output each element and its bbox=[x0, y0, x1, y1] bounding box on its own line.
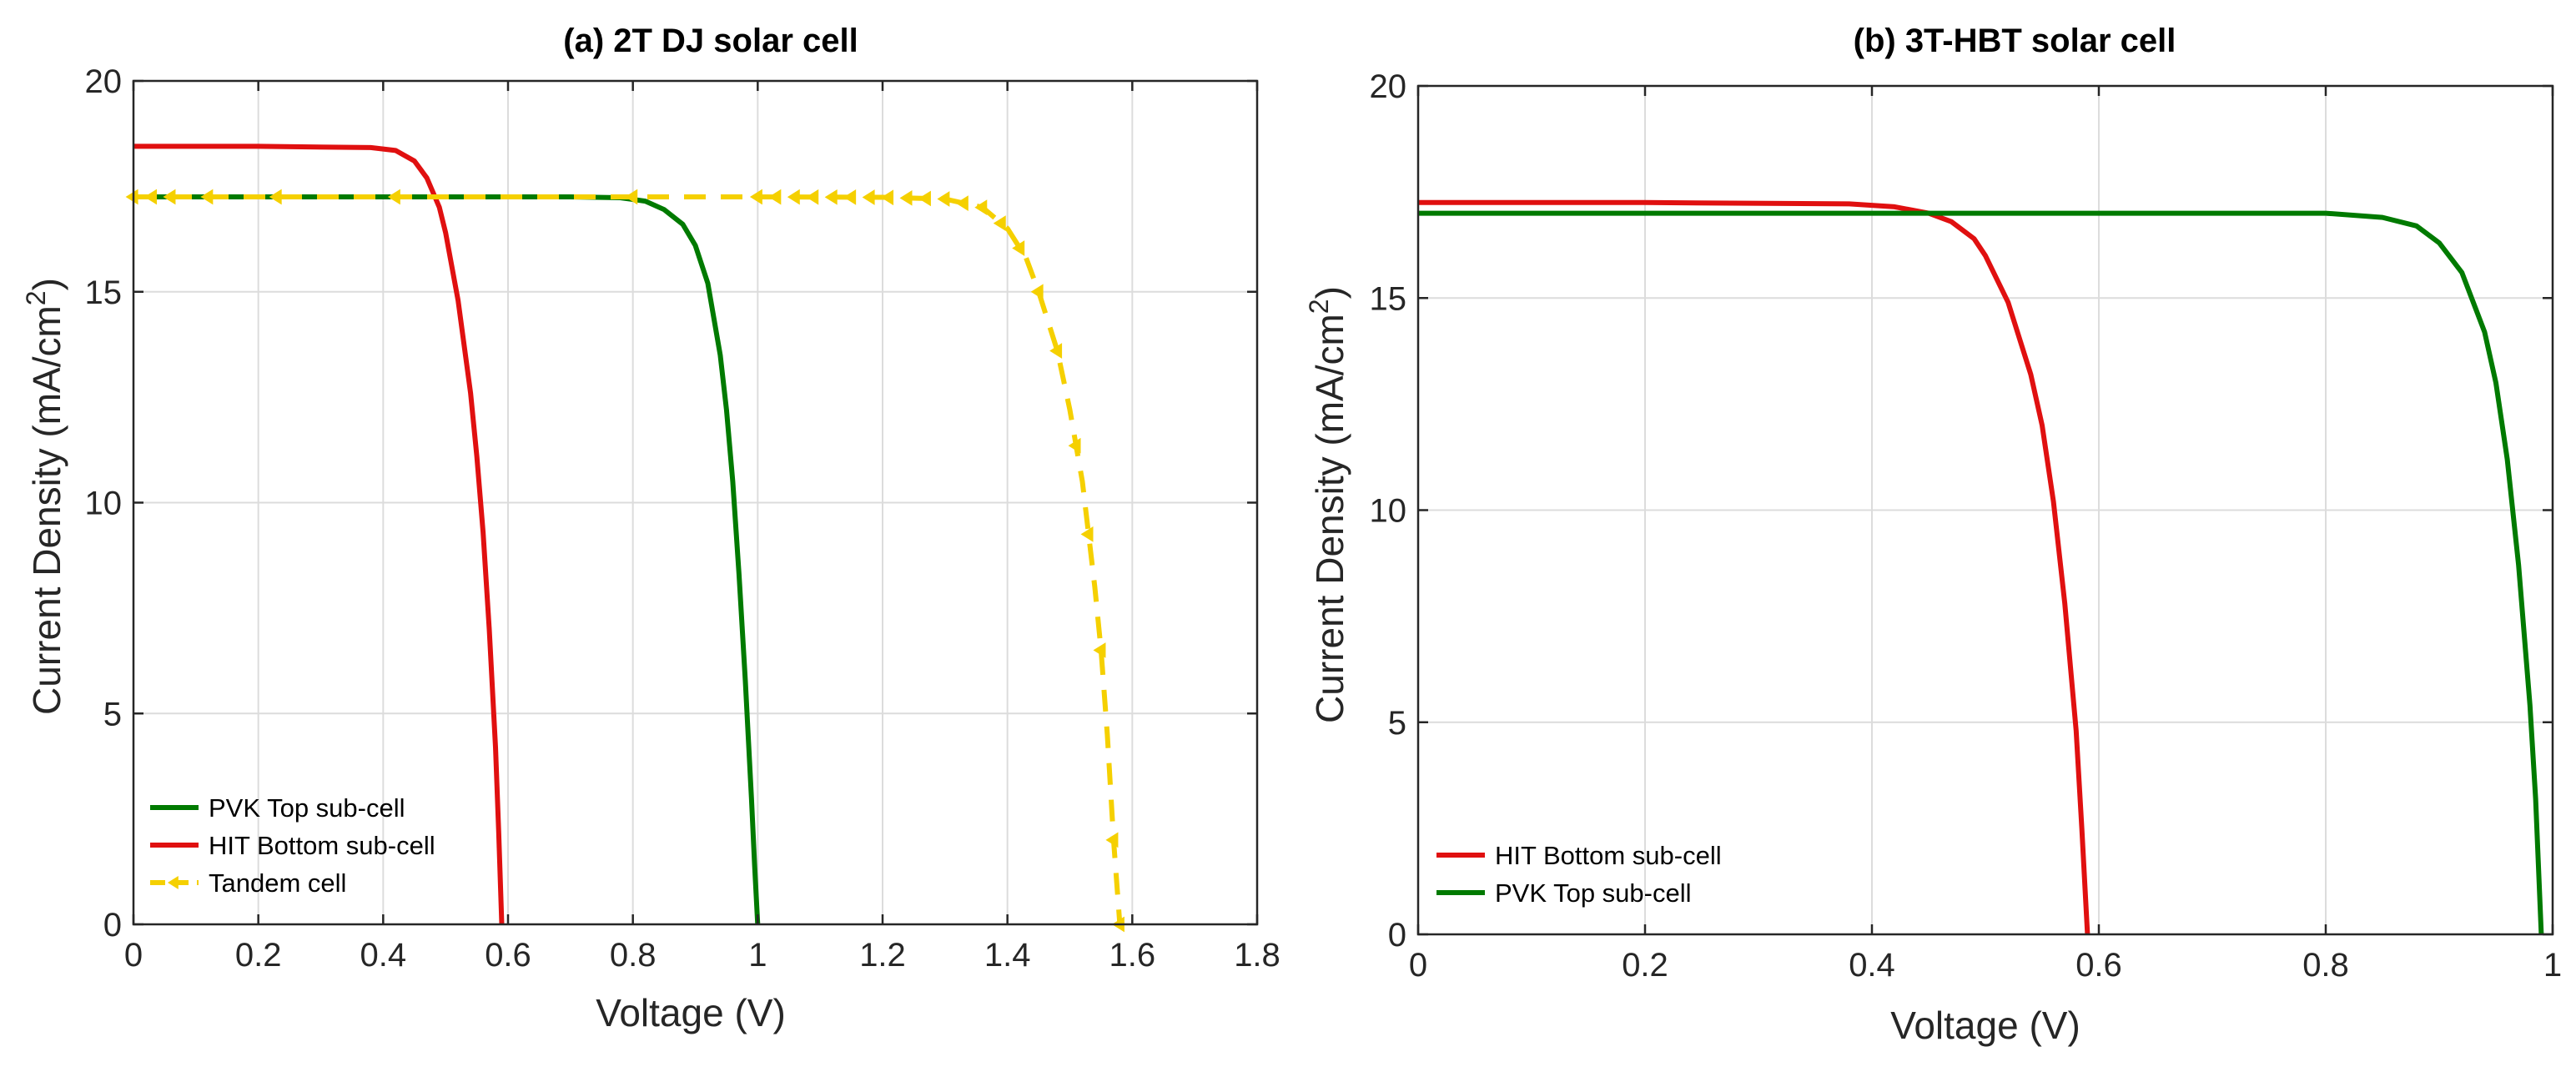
panel-b-ylabel-main: Current Density (mA/cm bbox=[1308, 314, 1351, 723]
panel-b-ytick-label-0: 0 bbox=[1388, 917, 1406, 954]
panel-a-series-2-marker-18 bbox=[955, 195, 969, 211]
panel-b-plot-area bbox=[1418, 199, 2544, 935]
panel-a-series-2-marker-13 bbox=[862, 189, 875, 205]
panel-a-series-2-marker-25 bbox=[1080, 526, 1094, 542]
panel-a-xtick-label-3: 0.6 bbox=[485, 937, 531, 974]
panel-a-series-2-marker-8 bbox=[768, 189, 782, 205]
panel-b-legend-label-0: HIT Bottom sub-cell bbox=[1495, 841, 1722, 870]
panel-b-xtick-label-0: 0 bbox=[1409, 947, 1427, 984]
panel-a-ytick-label-2: 10 bbox=[85, 486, 123, 522]
panel-a-series-2-marker-19 bbox=[974, 199, 988, 216]
panel-b-xtick-label-2: 0.4 bbox=[1849, 947, 1895, 984]
panel-b-legend-label-1: PVK Top sub-cell bbox=[1495, 878, 1692, 908]
panel-a-xtick-label-5: 1 bbox=[748, 937, 767, 974]
panel-a-chart: (a) 2T DJ solar cell Current Density (mA… bbox=[21, 23, 1280, 1034]
panel-b-ytick-label-1: 5 bbox=[1388, 705, 1406, 742]
panel-a-ytick-label-4: 20 bbox=[85, 63, 123, 100]
panel-a-series-2-marker-5 bbox=[387, 189, 400, 205]
panel-a-ytick-label-1: 5 bbox=[103, 696, 122, 732]
panel-b-xtick-label-1: 0.2 bbox=[1622, 947, 1668, 984]
panel-a-series-2-marker-7 bbox=[749, 189, 762, 205]
panel-a-series-2-marker-4 bbox=[269, 189, 282, 205]
panel-a-series-2-marker-1 bbox=[144, 189, 157, 205]
panel-a-xtick-label-9: 1.8 bbox=[1234, 937, 1280, 974]
panel-a-series-2-marker-17 bbox=[937, 191, 950, 207]
panel-a-ytick-label-0: 0 bbox=[103, 907, 122, 944]
panel-b-ytick-label-2: 10 bbox=[1370, 493, 1407, 530]
panel-a-series-2-marker-14 bbox=[881, 189, 894, 206]
panel-a-series-2-marker-15 bbox=[899, 189, 913, 206]
panel-a-xtick-label-8: 1.6 bbox=[1109, 937, 1156, 974]
panel-a-series-2-marker-20 bbox=[993, 215, 1006, 231]
panel-a-xtick-label-4: 0.8 bbox=[610, 937, 657, 974]
panel-a-ylabel-sup: 2 bbox=[21, 290, 51, 305]
panel-b-chart: (b) 3T-HBT solar cell Current Density (m… bbox=[1304, 23, 2562, 1047]
panel-a-legend: PVK Top sub-cell HIT Bottom sub-cell Tande… bbox=[150, 793, 435, 898]
panel-a-legend-label-2: Tandem cell bbox=[209, 868, 346, 898]
panel-a-series-2-marker-10 bbox=[806, 189, 819, 205]
panel-a-series-2-marker-26 bbox=[1093, 642, 1106, 658]
panel-a-ytick-label-3: 15 bbox=[85, 274, 123, 311]
panel-a-title: (a) 2T DJ solar cell bbox=[563, 23, 858, 59]
panel-b-xtick-label-4: 0.8 bbox=[2302, 947, 2349, 984]
panel-a-series-2-marker-9 bbox=[787, 189, 800, 205]
panel-a-plot-area bbox=[125, 143, 1124, 933]
panel-a-series-2-marker-12 bbox=[843, 189, 857, 205]
panel-b-ylabel-sup: 2 bbox=[1304, 299, 1334, 314]
panel-a-series-2-marker-11 bbox=[824, 189, 838, 205]
panel-a-series-2-marker-22 bbox=[1030, 284, 1044, 300]
panel-a-series-2-line bbox=[133, 194, 1123, 925]
panel-a-series-2-marker-27 bbox=[1105, 832, 1119, 848]
panel-a-series-2-marker-6 bbox=[625, 189, 638, 205]
panel-b-series-0-line bbox=[1418, 199, 2090, 935]
panel-b-title: (b) 3T-HBT solar cell bbox=[1854, 23, 2176, 59]
panel-b-xtick-label-3: 0.6 bbox=[2075, 947, 2122, 984]
panel-a-series-2-marker-2 bbox=[163, 189, 176, 205]
panel-b-ylabel-close: ) bbox=[1308, 286, 1351, 299]
panel-b-y-ticks: 0 5 10 15 20 bbox=[1370, 68, 2553, 954]
panel-b-ytick-label-3: 15 bbox=[1370, 280, 1407, 317]
panel-a-series-1-line bbox=[133, 143, 505, 925]
panel-a-series-2-marker-3 bbox=[200, 189, 214, 205]
panel-b-xtick-label-5: 1 bbox=[2543, 947, 2562, 984]
panel-a-xtick-label-2: 0.4 bbox=[360, 937, 407, 974]
panel-a-ylabel: Current Density (mA/cm2) bbox=[21, 278, 68, 715]
panel-b-legend: HIT Bottom sub-cell PVK Top sub-cell bbox=[1436, 841, 1722, 908]
panel-a-xtick-label-6: 1.2 bbox=[859, 937, 906, 974]
panel-a-ylabel-main: Current Density (mA/cm bbox=[25, 305, 68, 715]
panel-a-series-2-marker-21 bbox=[1012, 240, 1025, 256]
panel-a-series-2-marker-23 bbox=[1049, 343, 1063, 359]
panel-a-ylabel-close: ) bbox=[25, 278, 68, 290]
svg-text:Current Density (mA/cm2): Current Density (mA/cm2) bbox=[21, 278, 68, 715]
panel-a-legend-label-0: PVK Top sub-cell bbox=[209, 793, 405, 823]
panel-b-ylabel: Current Density (mA/cm2) bbox=[1304, 286, 1351, 723]
panel-b-x-ticks: 0 0.2 0.4 0.6 0.8 1 bbox=[1409, 86, 2562, 984]
panel-a-series-2-marker-24 bbox=[1068, 437, 1081, 454]
panel-a-y-ticks: 0 5 10 15 20 bbox=[85, 63, 1257, 944]
panel-b-ytick-label-4: 20 bbox=[1370, 68, 1407, 105]
panel-a-series-2-marker-0 bbox=[125, 189, 138, 205]
svg-text:Current Density (mA/cm2): Current Density (mA/cm2) bbox=[1304, 286, 1351, 723]
panel-a-xtick-label-1: 0.2 bbox=[235, 937, 282, 974]
panel-a-xtick-label-7: 1.4 bbox=[984, 937, 1031, 974]
panel-b-xlabel: Voltage (V) bbox=[1890, 1004, 2080, 1047]
panel-b-series-1-line bbox=[1418, 210, 2544, 935]
panel-a-xtick-label-0: 0 bbox=[124, 937, 143, 974]
panel-a-legend-label-1: HIT Bottom sub-cell bbox=[209, 831, 435, 860]
panel-a-xlabel: Voltage (V) bbox=[596, 991, 786, 1034]
panel-a-series-2-marker-16 bbox=[918, 190, 931, 207]
panel-a-x-ticks: 0 0.2 0.4 0.6 0.8 1 1.2 1.4 1.6 1.8 bbox=[124, 81, 1280, 974]
panel-a-legend-marker-2 bbox=[168, 876, 179, 889]
